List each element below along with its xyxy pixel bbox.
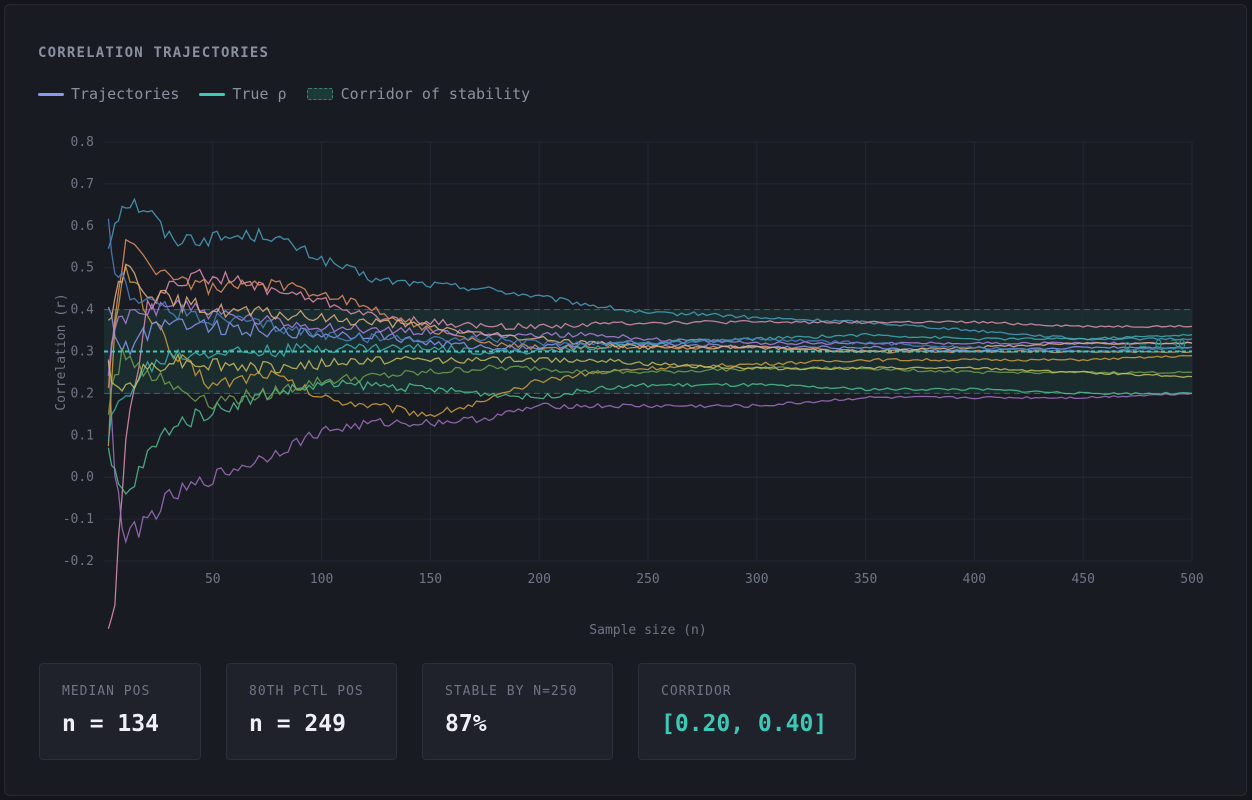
legend-label-corridor: Corridor of stability [340, 85, 531, 103]
y-tick-label: 0.7 [71, 177, 94, 192]
trajectory-line [107, 197, 1193, 341]
x-tick-label: 300 [745, 572, 768, 587]
y-tick-label: 0.4 [71, 303, 95, 318]
legend-swatch-corridor [306, 88, 333, 100]
chart-title: CORRELATION TRAJECTORIES [38, 45, 270, 61]
y-tick-label: 0.8 [71, 135, 94, 150]
y-tick-label: -0.2 [63, 554, 94, 569]
legend-swatch-true-rho [199, 92, 226, 96]
trajectory-line [107, 332, 1193, 442]
y-tick-label: 0.5 [71, 261, 94, 276]
x-tick-label: 200 [527, 572, 550, 587]
y-tick-label: 0.3 [71, 345, 94, 360]
stat-card-corridor-label: CORRIDOR [661, 684, 732, 699]
y-tick-label: -0.1 [63, 512, 94, 527]
trajectory-line [107, 218, 1193, 353]
x-tick-label: 150 [419, 572, 442, 587]
series-layer [107, 197, 1193, 629]
chart-legend: Trajectories True ρ Corridor of stabilit… [38, 85, 550, 103]
x-tick-label: 250 [636, 572, 659, 587]
legend-label-trajectories: Trajectories [71, 85, 180, 103]
x-tick-label: 500 [1180, 572, 1203, 587]
stat-card-80th-pctl-value: n = 249 [249, 711, 346, 737]
true-rho-label: ρ = 0.30 [1123, 339, 1186, 354]
stat-card-80th-pctl-label: 80TH PCTL POS [249, 684, 364, 699]
y-tick-label: 0.2 [71, 386, 94, 401]
x-tick-label: 350 [854, 572, 877, 587]
y-tick-label: 0.1 [71, 428, 94, 443]
trajectory-line [107, 263, 1193, 447]
y-axis-label: Correlation (r) [54, 293, 69, 410]
legend-item-true-rho: True ρ [199, 85, 287, 103]
trajectory-line [107, 268, 1193, 629]
y-tick-label: 0.0 [71, 470, 94, 485]
x-tick-label: 400 [963, 572, 986, 587]
stat-card-median-label: MEDIAN POS [62, 684, 151, 699]
axis-ticks: -0.2 -0.1 0.0 0.1 0.2 0.3 0.4 0.5 0.6 0.7 0.8 50 100… [63, 135, 1204, 587]
stat-card-stable-value: 87% [445, 711, 487, 737]
chart-plot: ρ = 0.30 -0.2 -0.1 0.0 0.1 0.2 0.3 0.4 0.5 0.6 0.… [54, 135, 1204, 638]
stat-card-median: MEDIAN POS n = 134 [39, 663, 201, 760]
trajectory-line [107, 352, 1193, 392]
stat-card-stable: STABLE BY N=250 87% [422, 663, 613, 760]
chart-panel [4, 4, 1247, 796]
legend-item-trajectories: Trajectories [38, 85, 179, 103]
true-rho-layer: ρ = 0.30 [104, 339, 1192, 354]
trajectory-line [107, 359, 1193, 544]
x-tick-label: 50 [205, 572, 221, 587]
legend-swatch-trajectories [38, 92, 64, 96]
stat-card-median-value: n = 134 [62, 711, 159, 737]
trajectory-line [107, 299, 1193, 376]
y-tick-label: 0.6 [71, 219, 94, 234]
x-tick-label: 450 [1071, 572, 1094, 587]
legend-item-corridor: Corridor of stability [306, 85, 531, 103]
legend-label-true-rho: True ρ [232, 85, 287, 103]
trajectory-line [107, 263, 1193, 353]
stat-card-corridor: CORRIDOR [0.20, 0.40] [638, 663, 856, 760]
x-tick-label: 100 [310, 572, 333, 587]
stat-card-corridor-value: [0.20, 0.40] [661, 711, 828, 737]
trajectory-line [107, 347, 1193, 415]
trajectory-line [107, 379, 1193, 496]
x-axis-label: Sample size (n) [589, 623, 706, 638]
stat-card-80th-pctl: 80TH PCTL POS n = 249 [226, 663, 397, 760]
stat-card-stable-label: STABLE BY N=250 [445, 684, 578, 699]
